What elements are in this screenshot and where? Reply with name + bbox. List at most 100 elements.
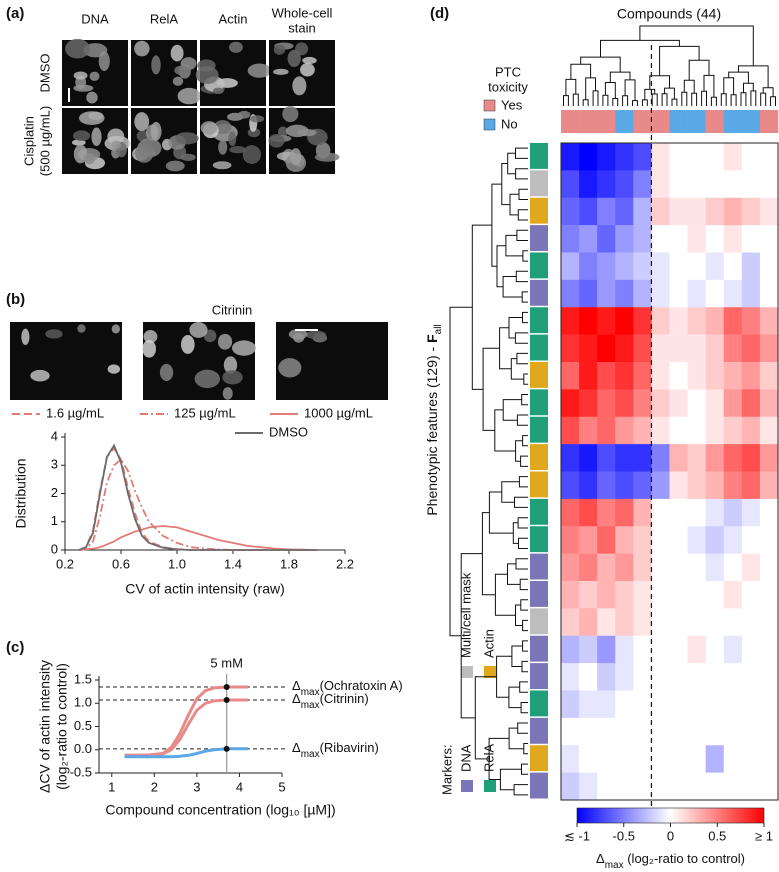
y-tick-label: 1	[51, 513, 58, 528]
series-line	[78, 443, 317, 551]
heatmap-cell	[579, 416, 598, 445]
marker-cell	[530, 608, 548, 635]
heatmap-cell	[723, 197, 743, 226]
y-axis-label: ΔCV of actin intensity	[37, 660, 53, 793]
heatmap-cell	[687, 307, 706, 335]
heatmap-cell	[579, 635, 598, 664]
heatmap-cell	[759, 471, 779, 500]
cell	[134, 40, 150, 57]
panel-label: (d)	[430, 5, 449, 22]
series-line	[124, 685, 248, 757]
heatmap-cell	[633, 663, 652, 691]
cell	[174, 65, 191, 76]
heatmap-cell	[687, 444, 706, 472]
heatmap-cell	[723, 553, 743, 582]
heatmap-cell	[669, 307, 688, 335]
label-delta: Δ	[292, 678, 301, 693]
cell	[77, 324, 86, 333]
heatmap-cell	[687, 772, 706, 801]
y-tick-label: 0.5	[74, 718, 92, 733]
colorbar-tick-label: 0.5	[708, 828, 726, 843]
cell	[150, 121, 162, 141]
cell	[172, 76, 184, 86]
heatmap-cell	[669, 416, 688, 445]
x-tick-label: 1.0	[168, 556, 186, 571]
cell	[86, 91, 98, 104]
heatmap-cell	[561, 279, 580, 308]
ptc-cell	[723, 110, 743, 133]
heatmap-cell	[669, 663, 688, 691]
marker-cell	[530, 581, 548, 607]
heatmap-cell	[741, 690, 761, 719]
heatmap-cell	[687, 197, 706, 226]
heatmap-cell	[741, 635, 761, 664]
heatmap-cell	[615, 663, 634, 691]
heatmap-cell	[651, 471, 670, 500]
heatmap-cell	[741, 225, 761, 253]
heatmap-cell	[579, 745, 598, 773]
heatmap-cell	[741, 772, 761, 801]
marker-cell	[530, 307, 548, 334]
heatmap-cell	[615, 526, 634, 554]
label-delta: Δ	[596, 851, 605, 866]
ptc-cell	[741, 110, 761, 133]
series-label: Δmax(Citrinin)	[292, 691, 369, 711]
heatmap-cell	[651, 225, 670, 253]
heatmap-cell	[687, 663, 706, 691]
heatmap-cell	[759, 143, 779, 171]
heatmap-cell	[561, 498, 580, 527]
heatmap-cell	[687, 635, 706, 664]
cell	[287, 49, 301, 67]
heatmap-cell	[669, 389, 688, 418]
heatmap-cell	[669, 471, 688, 500]
cell	[314, 152, 340, 162]
heatmap-cell	[705, 307, 725, 335]
legend-label: 1.6 µg/mL	[46, 405, 104, 420]
heatmap-cell	[687, 389, 706, 418]
heatmap-cell	[723, 170, 743, 199]
heatmap-cell	[579, 307, 598, 335]
heatmap-cell	[687, 745, 706, 773]
heatmap-cell	[723, 608, 743, 637]
max-point	[223, 683, 230, 690]
row-header: (500 µg/mL)	[37, 106, 52, 176]
cell	[189, 321, 208, 338]
label-sub: all	[433, 324, 444, 334]
heatmap-cell	[561, 635, 580, 664]
heatmap-cell	[687, 717, 706, 746]
heatmap-cell	[561, 389, 580, 418]
cell	[151, 55, 161, 75]
heatmap-cell	[597, 471, 616, 500]
heatmap-cell	[579, 581, 598, 609]
heatmap-cell	[669, 197, 688, 226]
marker-cell	[530, 635, 548, 662]
heatmap-cell	[597, 498, 616, 527]
heatmap-cell	[723, 690, 743, 719]
heatmap-cell	[759, 225, 779, 253]
heatmap-cell	[633, 526, 652, 554]
cell	[195, 66, 219, 84]
cell	[200, 121, 218, 135]
legend-swatch	[483, 99, 496, 112]
heatmap-cell	[687, 416, 706, 445]
cell	[290, 148, 302, 166]
colorbar-tick-label: ≲ -1	[564, 828, 590, 843]
heatmap-cell	[597, 553, 616, 582]
heatmap-cell	[687, 225, 706, 253]
legend-label: Multi/cell mask	[458, 572, 473, 658]
markers-title: Markers:	[439, 744, 454, 795]
label-sub: max	[301, 749, 320, 760]
cell	[88, 111, 104, 121]
heatmap-cell	[723, 635, 743, 664]
cell	[231, 340, 256, 356]
heatmap-cell	[651, 526, 670, 554]
marker-cell	[530, 334, 548, 361]
marker-cell	[530, 416, 548, 443]
row-header: Cisplatin	[21, 116, 36, 166]
heatmap-cell	[651, 498, 670, 527]
cell	[136, 130, 149, 142]
heatmap-cell	[759, 416, 779, 445]
heatmap-cell	[741, 197, 761, 226]
heatmap-cell	[651, 772, 670, 801]
